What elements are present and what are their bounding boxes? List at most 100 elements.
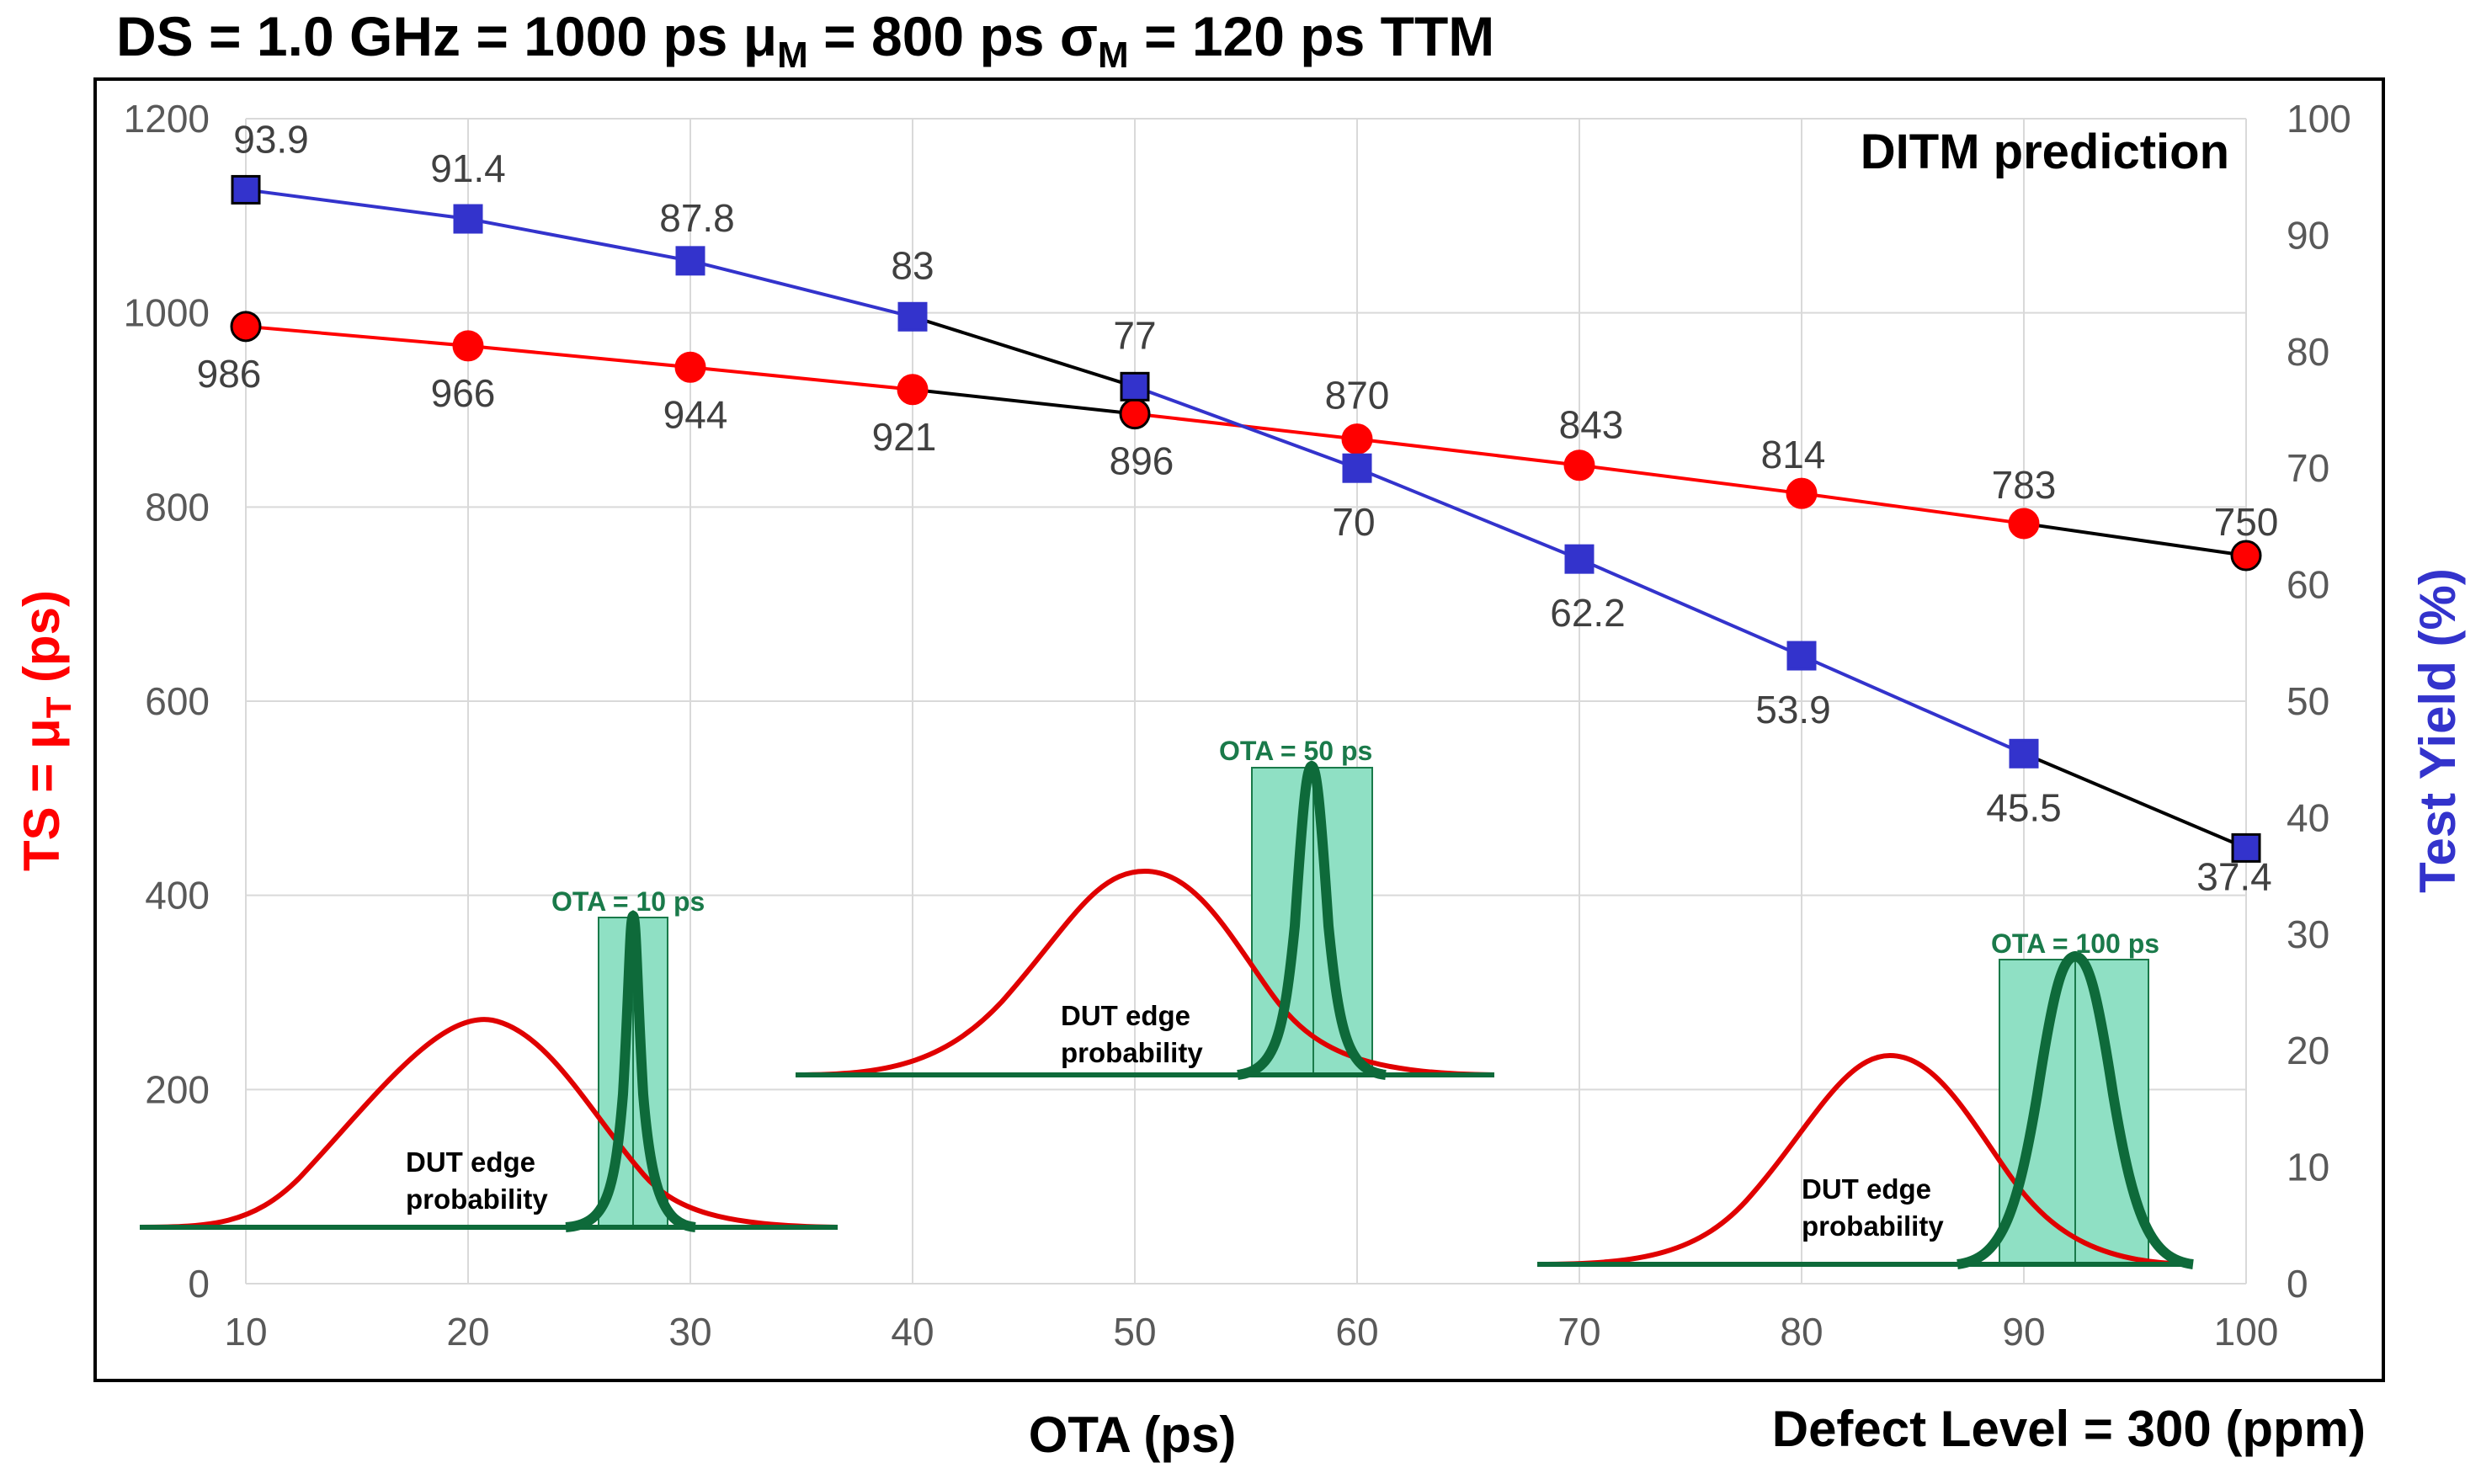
ts-data-label: 750: [2214, 500, 2279, 544]
y-right-axis-title: Test Yield (%): [2409, 568, 2466, 893]
y-left-tick-label: 0: [188, 1262, 210, 1306]
series-markers: [230, 174, 2262, 863]
yield-point: [2231, 832, 2261, 863]
yield-point: [231, 174, 261, 205]
ts-data-label: 944: [663, 392, 728, 436]
yield-series-segment: [1356, 466, 1580, 561]
y-right-tick-label: 30: [2287, 912, 2329, 956]
yield-series-segment: [245, 188, 469, 221]
dut-label-line1: DUT edge: [1802, 1173, 1931, 1205]
yield-series-segment: [467, 217, 691, 263]
y-right-tick-label: 90: [2287, 213, 2329, 257]
yield-point: [1342, 453, 1372, 483]
y-left-tick-label: 1000: [124, 291, 210, 335]
y-left-axis-ticks: 0 200 400 600 800 1000 1200: [124, 97, 210, 1306]
y-right-axis-ticks: 0 10 20 30 40 50 60 70 80 90 100: [2287, 97, 2351, 1306]
x-tick-label: 20: [446, 1310, 489, 1354]
ts-series-segment: [467, 343, 691, 370]
yield-series-segment: [1801, 654, 2025, 756]
inset-ota-10: OTA = 10 ps DUT edge probability: [139, 886, 839, 1232]
ts-data-label: 843: [1559, 403, 1624, 447]
y-left-tick-label: 1200: [124, 97, 210, 141]
x-tick-label: 40: [891, 1310, 934, 1354]
inset-ota-window: [1999, 959, 2149, 1265]
ts-data-label: 966: [431, 371, 496, 415]
x-tick-label: 80: [1780, 1310, 1823, 1354]
yield-series-segment: [912, 315, 1136, 389]
ts-series-segment: [1579, 463, 1802, 496]
x-tick-label: 50: [1113, 1310, 1156, 1354]
dut-probability-curve: [1536, 1052, 2190, 1267]
yield-data-label: 91.4: [430, 146, 506, 190]
ts-point: [1786, 477, 1818, 509]
ts-point: [2008, 508, 2040, 540]
ts-data-label: 896: [1110, 439, 1174, 483]
inset-ota-50: OTA = 50 ps DUT edge probability: [795, 736, 1495, 1080]
chart-title: DS = 1.0 GHz = 1000 ps μM = 800 ps σM = …: [116, 5, 1494, 76]
ts-data-label: 921: [872, 415, 937, 459]
yield-data-label: 77: [1113, 313, 1156, 357]
yield-point: [675, 246, 705, 276]
ts-series-segment: [245, 324, 469, 348]
ts-point: [452, 330, 484, 362]
y-right-tick-label: 40: [2287, 795, 2329, 839]
ts-point: [674, 351, 706, 383]
ts-data-label: 783: [1992, 463, 2057, 507]
ota-label: OTA = 100 ps: [1991, 928, 2159, 959]
dut-label-line1: DUT edge: [1061, 1000, 1190, 1031]
ts-series-segment: [689, 365, 913, 391]
inset-ota-window: [1251, 767, 1373, 1076]
yield-data-label: 45.5: [1986, 785, 2062, 829]
yield-data-label: 62.2: [1550, 591, 1626, 635]
yield-data-label: 83: [891, 243, 934, 287]
ota-probability-curve: [1237, 760, 1387, 1080]
ts-data-label: 814: [1761, 433, 1826, 476]
ts-data-label: 986: [197, 352, 262, 396]
yield-data-label: 87.8: [659, 196, 735, 240]
dut-label-line2: probability: [406, 1183, 548, 1215]
yield-point: [453, 204, 483, 234]
yield-series-segment: [689, 258, 913, 319]
x-tick-label: 30: [668, 1310, 711, 1354]
ota-label: OTA = 10 ps: [551, 886, 705, 917]
y-left-axis-title: TS = μT (ps): [13, 590, 78, 871]
y-right-tick-label: 60: [2287, 563, 2329, 607]
yield-point: [897, 301, 928, 332]
ts-point: [230, 311, 262, 343]
ts-point: [2230, 540, 2262, 572]
ts-point: [1563, 449, 1595, 481]
ts-data-label: 870: [1325, 374, 1390, 418]
x-axis-title: OTA (ps): [1029, 1407, 1237, 1463]
data-labels: 986 966 944 921 896 870 843 814 783 750 93.9 91.4 87…: [197, 117, 2279, 898]
yield-data-label: 53.9: [1755, 688, 1831, 731]
dut-probability-curve: [795, 868, 1495, 1077]
dut-label-line1: DUT edge: [406, 1146, 535, 1178]
y-right-tick-label: 0: [2287, 1262, 2308, 1306]
y-right-tick-label: 100: [2287, 97, 2351, 141]
inset-ota-100: OTA = 100 ps DUT edge probability: [1536, 928, 2194, 1269]
yield-point: [1786, 641, 1817, 671]
ditm-prediction-annotation: DITM prediction: [1861, 125, 2229, 179]
ts-series-segment: [912, 387, 1136, 416]
yield-series-segment: [2023, 752, 2247, 850]
grid-lines: [245, 118, 2247, 1285]
dut-label-line2: probability: [1802, 1210, 1944, 1242]
x-tick-label: 60: [1335, 1310, 1378, 1354]
ts-series-segment: [1356, 437, 1580, 467]
y-right-tick-label: 70: [2287, 446, 2329, 490]
ts-point: [897, 374, 929, 406]
y-right-tick-label: 20: [2287, 1029, 2329, 1072]
yield-data-label: 93.9: [233, 117, 309, 161]
ts-point: [1341, 423, 1373, 455]
ts-series-segment: [2023, 521, 2247, 557]
ts-point: [1119, 398, 1151, 430]
yield-point: [1564, 544, 1595, 574]
yield-point: [2009, 738, 2039, 769]
yield-point: [1120, 371, 1150, 402]
dut-probability-curve: [139, 1017, 839, 1230]
ota-probability-curve: [1957, 950, 2194, 1269]
dut-label-line2: probability: [1061, 1037, 1203, 1068]
yield-data-label: 70: [1332, 500, 1375, 544]
yield-series-segment: [1579, 557, 1802, 657]
